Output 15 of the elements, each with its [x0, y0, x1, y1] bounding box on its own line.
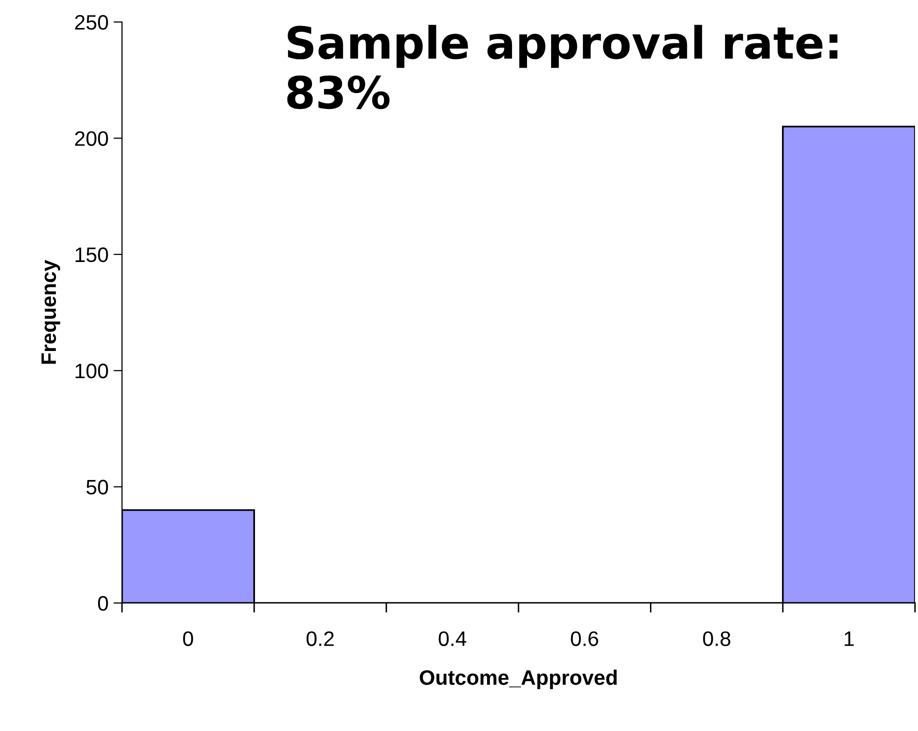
annotation: Sample approval rate: 83%: [287, 24, 838, 110]
x-tick-label: 0.8: [703, 631, 730, 646]
y-tick-label: 150: [76, 247, 108, 262]
y-tick-label: 100: [76, 364, 108, 378]
x-axis-title: Outcome_Approved: [420, 670, 617, 690]
x-tick-label: 1: [844, 632, 854, 646]
x-tick-label: 0.2: [306, 631, 334, 646]
y-tick-label: 0: [98, 596, 108, 611]
y-axis-title: Frequency: [42, 260, 60, 364]
y-tick-label: 250: [75, 15, 108, 30]
y-tick-label: 50: [86, 480, 108, 495]
x-tick-label: 0.4: [438, 631, 466, 646]
x-tick-label: 0: [183, 631, 194, 646]
x-tick-label: 0.6: [570, 631, 598, 646]
y-tick-label: 200: [75, 131, 108, 146]
